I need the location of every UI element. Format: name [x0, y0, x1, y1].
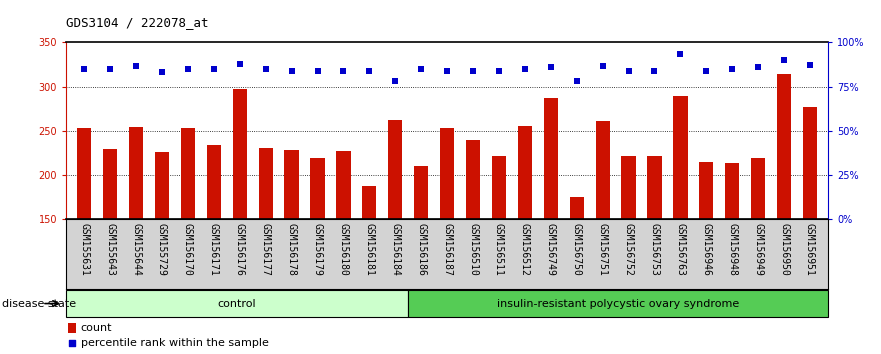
Point: [570, 78, 584, 83]
Point: [803, 62, 817, 68]
Text: GSM156180: GSM156180: [338, 223, 348, 276]
Bar: [700, 162, 714, 219]
Bar: [673, 96, 687, 219]
Point: [700, 68, 714, 74]
Point: [103, 66, 117, 72]
Bar: [544, 98, 558, 219]
Text: GSM156510: GSM156510: [468, 223, 478, 276]
Bar: [129, 127, 144, 219]
Bar: [751, 159, 766, 219]
Text: GSM155729: GSM155729: [157, 223, 167, 276]
Text: GSM156171: GSM156171: [209, 223, 218, 276]
Bar: [233, 88, 247, 219]
Point: [285, 68, 299, 74]
Bar: [258, 148, 273, 219]
Text: GSM156511: GSM156511: [494, 223, 504, 276]
Point: [751, 64, 766, 70]
Point: [259, 66, 273, 72]
Point: [207, 66, 221, 72]
Text: GSM156181: GSM156181: [365, 223, 374, 276]
Point: [337, 68, 351, 74]
Bar: [492, 156, 506, 219]
Point: [65, 341, 79, 346]
Point: [440, 68, 455, 74]
Bar: [777, 74, 791, 219]
Point: [518, 66, 532, 72]
Bar: [310, 159, 324, 219]
Point: [621, 68, 635, 74]
Bar: [78, 128, 92, 219]
Bar: [596, 121, 610, 219]
Point: [777, 57, 791, 63]
Bar: [414, 166, 428, 219]
Text: GSM156512: GSM156512: [520, 223, 529, 276]
Point: [155, 69, 169, 75]
Point: [78, 66, 92, 72]
Bar: [725, 163, 739, 219]
Text: GSM156752: GSM156752: [624, 223, 633, 276]
Text: count: count: [80, 323, 112, 333]
Text: GSM156176: GSM156176: [234, 223, 245, 276]
Text: GSM156178: GSM156178: [286, 223, 297, 276]
Text: GSM156949: GSM156949: [753, 223, 763, 276]
Bar: [518, 126, 532, 219]
Point: [596, 64, 610, 69]
Text: percentile rank within the sample: percentile rank within the sample: [80, 338, 269, 348]
Point: [233, 61, 247, 67]
Text: GSM155631: GSM155631: [79, 223, 89, 276]
Text: GSM156177: GSM156177: [261, 223, 270, 276]
Point: [129, 64, 143, 69]
Text: GSM156179: GSM156179: [313, 223, 322, 276]
Text: GSM156749: GSM156749: [546, 223, 556, 276]
Bar: [389, 120, 403, 219]
Text: GSM156751: GSM156751: [597, 223, 608, 276]
Bar: [408, 290, 828, 317]
Bar: [207, 145, 221, 219]
Text: GSM156950: GSM156950: [779, 223, 789, 276]
Bar: [803, 107, 817, 219]
Point: [181, 66, 195, 72]
Text: GSM156187: GSM156187: [442, 223, 452, 276]
Point: [492, 68, 506, 74]
Text: GSM156170: GSM156170: [183, 223, 193, 276]
Text: GDS3104 / 222078_at: GDS3104 / 222078_at: [66, 16, 209, 29]
Text: insulin-resistant polycystic ovary syndrome: insulin-resistant polycystic ovary syndr…: [497, 298, 739, 309]
Bar: [570, 198, 584, 219]
Bar: [103, 149, 117, 219]
Text: GSM156186: GSM156186: [416, 223, 426, 276]
Text: disease state: disease state: [2, 298, 76, 309]
Bar: [440, 128, 455, 219]
Point: [648, 68, 662, 74]
Bar: [466, 140, 480, 219]
Text: GSM156946: GSM156946: [701, 223, 711, 276]
Text: GSM155644: GSM155644: [131, 223, 141, 276]
Bar: [648, 156, 662, 219]
Point: [414, 66, 428, 72]
Bar: [337, 152, 351, 219]
Point: [362, 68, 376, 74]
Bar: [285, 149, 299, 219]
Bar: [68, 323, 77, 333]
Text: GSM155643: GSM155643: [105, 223, 115, 276]
Text: GSM156184: GSM156184: [390, 223, 400, 276]
Point: [466, 68, 480, 74]
Bar: [362, 186, 376, 219]
Point: [310, 68, 324, 74]
Text: control: control: [218, 298, 256, 309]
Bar: [155, 152, 169, 219]
Point: [725, 66, 739, 72]
Bar: [621, 156, 636, 219]
Text: GSM156753: GSM156753: [649, 223, 660, 276]
Bar: [66, 290, 408, 317]
Text: GSM156763: GSM156763: [676, 223, 685, 276]
Text: GSM156948: GSM156948: [727, 223, 737, 276]
Text: GSM156750: GSM156750: [572, 223, 581, 276]
Point: [544, 64, 558, 70]
Text: GSM156951: GSM156951: [805, 223, 815, 276]
Point: [389, 78, 403, 83]
Bar: [181, 128, 195, 219]
Point: [673, 51, 687, 57]
